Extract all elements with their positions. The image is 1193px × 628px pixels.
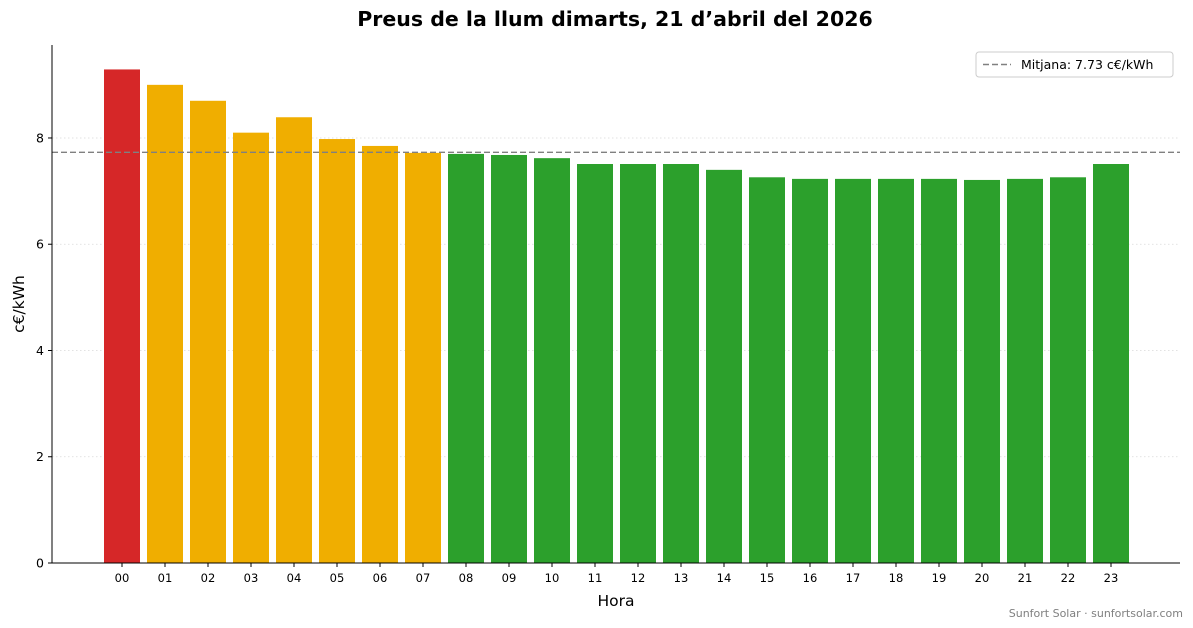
bar-10: [534, 158, 570, 563]
bar-23: [1093, 164, 1129, 563]
y-tick-label: 6: [36, 237, 44, 252]
bar-01: [147, 84, 183, 563]
x-tick-label: 20: [975, 571, 990, 585]
bar-07: [405, 152, 441, 563]
bar-19: [921, 178, 957, 564]
y-ticks: 0 2 4 6 8: [36, 130, 52, 571]
legend: Mitjana: 7.73 c€/kWh: [975, 51, 1174, 78]
bar-12: [620, 164, 656, 563]
bar-18: [878, 178, 914, 564]
x-tick-label: 02: [201, 571, 216, 585]
bar-11: [577, 164, 613, 563]
bar-17: [835, 178, 871, 564]
x-tick-label: 13: [674, 571, 689, 585]
chart-title: Preus de la llum dimarts, 21 d’abril del…: [357, 7, 873, 31]
bar-13: [663, 164, 699, 563]
x-tick-label: 09: [502, 571, 517, 585]
x-tick-label: 19: [932, 571, 947, 585]
y-tick-label: 0: [36, 556, 44, 571]
bar-00: [104, 69, 140, 564]
bar-15: [749, 177, 785, 563]
bar-09: [491, 154, 527, 563]
x-tick-label: 01: [158, 571, 173, 585]
x-ticks: 00 01 02 03 04 05 06 07 08 09 10 11 12 13 14 15 16 17 18 19…: [115, 563, 1119, 585]
x-tick-label: 16: [803, 571, 818, 585]
legend-average-label: Mitjana: 7.73 c€/kWh: [1021, 57, 1153, 72]
x-tick-label: 21: [1018, 571, 1033, 585]
x-tick-label: 15: [760, 571, 775, 585]
x-tick-label: 14: [717, 571, 732, 585]
y-axis-label: c€/kWh: [10, 275, 28, 333]
x-tick-label: 03: [244, 571, 259, 585]
y-tick-label: 2: [36, 449, 44, 464]
legend-box: [975, 51, 1174, 78]
bar-02: [190, 100, 226, 564]
x-tick-label: 23: [1104, 571, 1119, 585]
credit-text: Sunfort Solar · sunfortsolar.com: [1009, 607, 1183, 620]
x-tick-label: 00: [115, 571, 130, 585]
x-tick-label: 07: [416, 571, 431, 585]
y-tick-label: 4: [36, 343, 44, 358]
bar-16: [792, 178, 828, 564]
bars: [104, 69, 1129, 564]
x-axis-label: Hora: [597, 592, 634, 610]
bar-06: [362, 145, 398, 563]
bar-04: [276, 117, 312, 563]
bar-08: [448, 153, 484, 563]
bar-22: [1050, 177, 1086, 563]
x-tick-label: 12: [631, 571, 646, 585]
x-tick-label: 22: [1061, 571, 1076, 585]
x-tick-label: 04: [287, 571, 302, 585]
y-tick-label: 8: [36, 130, 44, 145]
x-tick-label: 08: [459, 571, 474, 585]
x-tick-label: 06: [373, 571, 388, 585]
x-tick-label: 18: [889, 571, 904, 585]
x-tick-label: 10: [545, 571, 560, 585]
bar-05: [319, 139, 355, 563]
bar-21: [1007, 178, 1043, 564]
x-tick-label: 17: [846, 571, 861, 585]
x-tick-label: 11: [588, 571, 603, 585]
x-tick-label: 05: [330, 571, 345, 585]
bar-20: [964, 179, 1000, 563]
bar-03: [233, 132, 269, 563]
bar-14: [706, 169, 742, 563]
